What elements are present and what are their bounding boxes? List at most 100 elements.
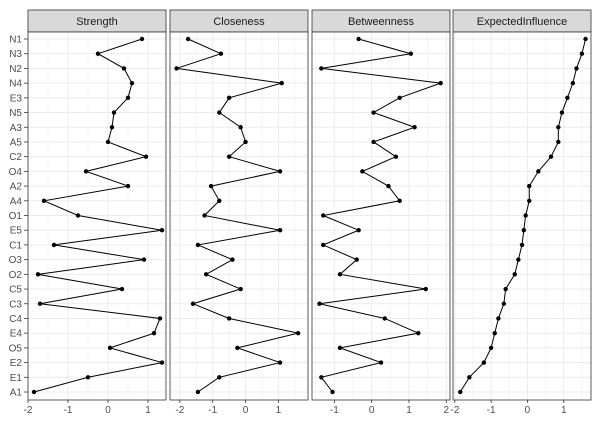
data-point [523,213,528,218]
y-tick-label: O5 [9,343,23,354]
data-point [360,169,365,174]
data-point [319,66,324,71]
data-point [438,80,443,86]
data-point [512,272,517,277]
panel-border [169,31,309,401]
y-tick-label: E2 [10,358,23,369]
data-point [378,360,384,365]
y-tick-label: A2 [10,182,23,193]
y-tick-label: E3 [10,93,23,104]
data-point [105,139,111,145]
data-point [185,36,191,42]
panel-border [452,31,592,401]
y-tick-label: C1 [9,240,22,251]
data-point [109,125,115,130]
y-tick-label: O4 [9,167,23,178]
data-point [516,257,521,262]
data-point [125,95,131,101]
y-tick-label: C4 [9,314,22,325]
x-tick-label: -1 [208,405,217,416]
data-point [319,375,324,380]
data-point [235,345,240,351]
y-tick-label: E4 [10,329,23,340]
data-point [521,228,527,233]
data-point [157,316,163,321]
data-point [31,389,37,395]
data-point [238,125,243,130]
data-point [574,66,579,71]
data-point [408,51,414,56]
panel-border [27,31,167,401]
data-point [556,125,561,130]
data-point [279,80,284,86]
data-point [570,80,576,86]
y-tick-label: O1 [9,211,23,222]
data-point [139,36,145,42]
y-tick-label: N1 [9,35,22,46]
data-point [320,213,326,218]
data-point [356,228,361,233]
x-tick-label: -1 [330,405,339,416]
data-point [125,183,131,189]
data-point [556,139,561,145]
data-point [217,110,222,115]
data-point [243,139,248,145]
data-point [35,272,41,277]
data-point [519,242,525,248]
panel-expectedinfluence: ExpectedInfluence -2 -1 0 1 [450,9,592,416]
y-tick-label: N2 [9,64,22,75]
data-point [111,110,117,115]
panel-title: Betweenness [348,16,415,28]
y-tick-label: N5 [9,108,22,119]
x-tick-label: 1 [145,405,151,416]
y-tick-label: A3 [10,123,23,134]
y-axis: N1 N3 N2 N4 E3 N5 A3 A5 C2 O4 A2 A4 O1 E5 C1 O3 O2 C5 C3 C4… [9,35,28,399]
x-tick-label: -1 [487,405,496,416]
x-tick-label: 1 [561,405,567,416]
data-point [559,110,565,115]
data-point [354,257,359,262]
y-tick-label: E5 [10,226,23,237]
data-point [330,389,335,395]
panel-title: ExpectedInfluence [477,16,568,28]
data-point [565,95,570,101]
y-tick-label: N3 [9,49,22,60]
data-point [202,213,207,218]
x-tick-label: -2 [450,405,459,416]
data-point [583,36,588,42]
x-tick-label: 0 [525,405,531,416]
data-point [393,154,399,159]
data-point [129,80,135,86]
data-point [121,66,127,71]
data-point [527,198,532,203]
y-tick-label: C2 [9,152,22,163]
data-point [37,301,43,306]
data-point [141,257,147,262]
panel-title: Strength [76,16,118,28]
x-tick-label: 0 [369,405,375,416]
data-point [159,228,165,233]
x-tick-label: 0 [243,405,249,416]
data-point [467,375,472,380]
x-tick-label: -2 [175,405,184,416]
data-point [492,330,497,336]
y-tick-label: O2 [9,270,23,281]
data-point [208,183,214,189]
data-point [159,360,165,365]
data-point [527,183,532,189]
data-point [458,389,463,395]
x-tick-label: 2 [443,405,449,416]
data-point [397,95,402,101]
data-point [320,242,326,248]
y-tick-label: N4 [9,79,22,90]
data-point [317,301,322,306]
data-point [195,242,201,248]
data-point [226,95,232,101]
data-point [195,389,201,395]
data-point [397,198,402,203]
data-point [83,169,89,174]
data-point [238,286,243,292]
data-point [356,36,361,42]
panel-border [311,31,451,401]
